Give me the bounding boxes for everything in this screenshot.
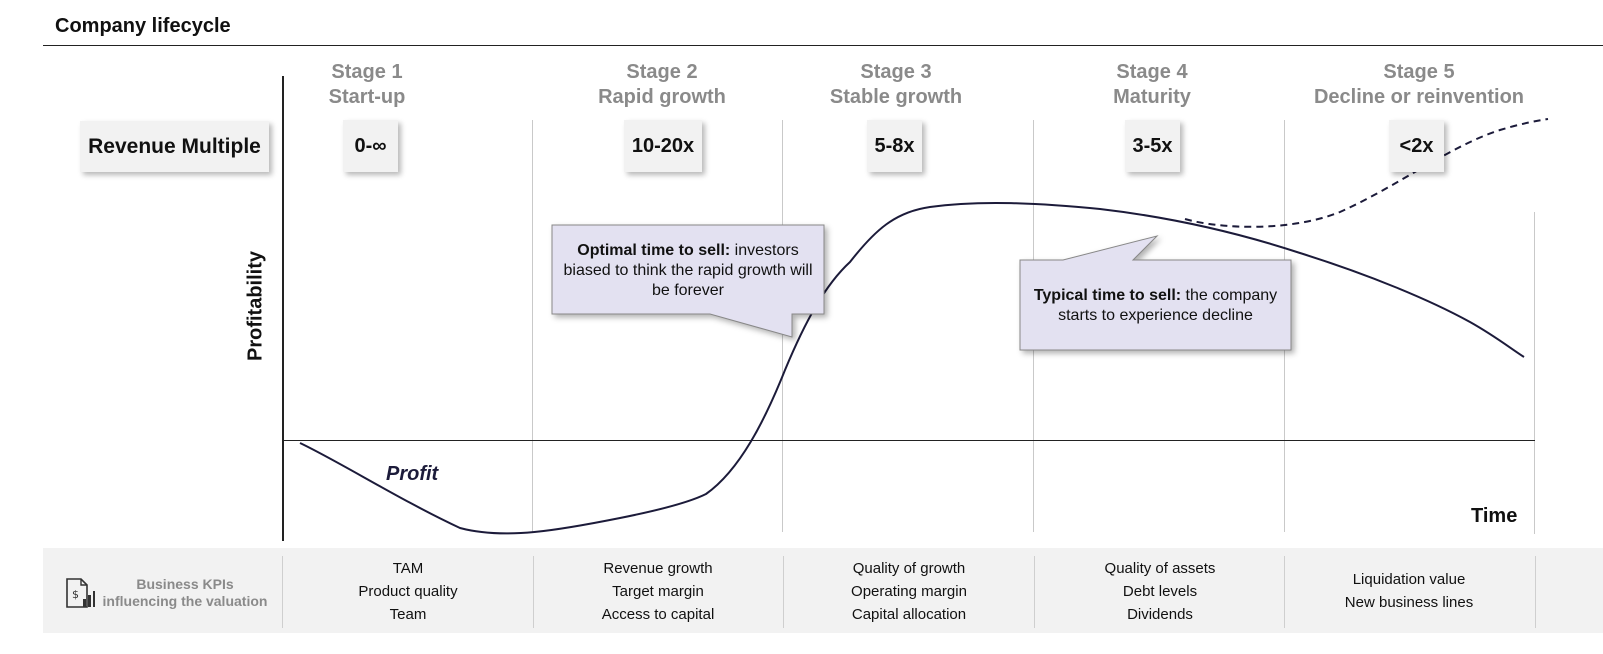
optimal-callout-text: Optimal time to sell: investors biased t… [556,241,820,301]
stage-4-header: Stage 4 Maturity [1027,60,1277,110]
kpi-list-stage-5: Liquidation value New business lines [1284,556,1534,626]
multiple-stage-2: 10-20x [624,120,702,172]
stage-name: Maturity [1113,86,1191,108]
kpi-divider [282,556,283,628]
profit-curve-label: Profit [386,463,439,485]
stage-divider [532,120,533,532]
callout-body: the company starts to experience decline [1058,287,1278,324]
stage-name: Rapid growth [598,86,726,108]
revenue-multiple-label: Revenue Multiple [80,121,269,172]
kpi-item: Liquidation value [1352,571,1466,588]
kpi-item: New business lines [1344,594,1474,611]
y-axis [282,76,284,541]
callout-heading: Optimal time to sell: [577,242,731,259]
kpi-divider [533,556,534,628]
kpi-item: Target margin [612,582,704,600]
optimal-callout-bubble [551,224,825,338]
kpi-item: Quality of growth [852,559,966,577]
kpi-section-label: Business KPIs influencing the valuation [102,576,268,609]
title-divider [43,45,1603,46]
stage-number: Stage 5 [1383,61,1455,83]
stage-number: Stage 4 [1116,61,1188,83]
stage-name: Start-up [328,86,406,108]
kpi-item: Operating margin [851,582,967,600]
profit-curve [299,201,1525,535]
kpi-list-stage-1: TAM Product quality Team [283,556,533,626]
svg-text:$: $ [72,588,79,601]
typical-callout-bubble [1019,235,1292,351]
stage-number: Stage 2 [626,61,698,83]
callout-body: investors biased to think the rapid grow… [563,242,813,299]
kpi-divider [1535,556,1536,628]
kpi-item: Access to capital [601,605,715,623]
kpi-item: Debt levels [1122,582,1198,600]
kpi-list-stage-4: Quality of assets Debt levels Dividends [1035,556,1285,626]
dollar-document-icon: $ [66,578,95,608]
stage-3-header: Stage 3 Stable growth [771,60,1021,110]
stage-name: Decline or reinvention [1313,86,1525,108]
stage-2-header: Stage 2 Rapid growth [537,60,787,110]
kpi-divider [1284,556,1285,628]
kpi-divider [783,556,784,628]
page-title: Company lifecycle [55,15,231,37]
x-axis-label: Time [1471,505,1518,527]
kpi-item: Capital allocation [851,605,967,623]
stage-number: Stage 3 [860,61,932,83]
stage-1-header: Stage 1 Start-up [242,60,492,110]
callout-heading: Typical time to sell: [1033,287,1182,304]
kpi-item: Revenue growth [603,559,713,577]
kpi-list-stage-3: Quality of growth Operating margin Capit… [784,556,1034,626]
kpi-item: Product quality [358,582,458,600]
stage-name: Stable growth [829,86,963,108]
typical-callout-text: Typical time to sell: the company starts… [1024,286,1287,326]
kpi-item: Dividends [1127,605,1193,623]
multiple-stage-5: <2x [1389,120,1444,172]
kpi-item: Team [389,605,427,623]
multiple-stage-4: 3-5x [1125,120,1180,172]
x-axis [282,440,1535,441]
kpi-divider [1034,556,1035,628]
kpi-band [43,548,1603,633]
stage-number: Stage 1 [331,61,403,83]
multiple-stage-1: 0-∞ [343,120,398,172]
kpi-item: Quality of assets [1104,559,1216,577]
kpi-item: TAM [392,559,424,577]
kpi-list-stage-2: Revenue growth Target margin Access to c… [533,556,783,626]
multiple-stage-3: 5-8x [867,120,922,172]
stage-5-header: Stage 5 Decline or reinvention [1294,60,1544,110]
stage-divider [1534,212,1535,534]
reinvention-curve [1184,118,1549,228]
